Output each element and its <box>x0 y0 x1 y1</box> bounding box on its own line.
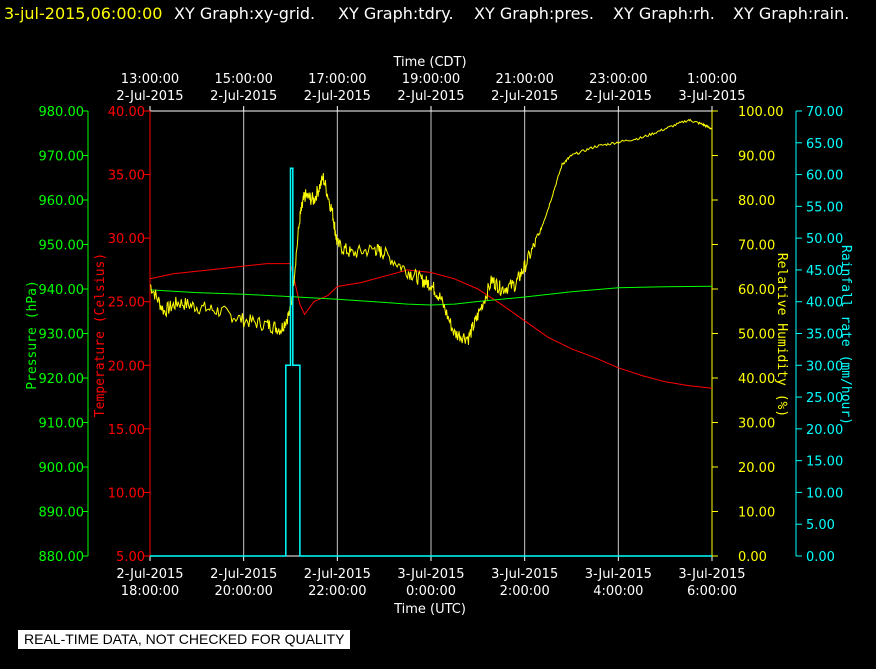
bottom-tick-label-time: 6:00:00 <box>687 584 737 599</box>
bottom-tick-label-date: 3-Jul-2015 <box>585 567 652 582</box>
rain-tick-label: 0.00 <box>806 550 835 565</box>
rain-tick-label: 35.00 <box>806 328 843 343</box>
bottom-tick-label-time: 18:00:00 <box>121 584 179 599</box>
top-tick-label-time: 17:00:00 <box>308 72 366 87</box>
rain-tick-label: 5.00 <box>806 518 835 533</box>
top-tick-label-time: 15:00:00 <box>214 72 272 87</box>
bottom-tick-label-date: 3-Jul-2015 <box>397 567 464 582</box>
rain-tick-label: 60.00 <box>806 169 843 184</box>
top-tick-label-date: 2-Jul-2015 <box>304 89 371 104</box>
temperature-tick-label: 5.00 <box>116 550 145 565</box>
header-graph-label-rain: XY Graph:rain. <box>733 4 849 23</box>
pressure-tick-label: 880.00 <box>39 550 85 565</box>
rain-tick-label: 55.00 <box>806 200 843 215</box>
humidity-tick-label: 10.00 <box>738 506 775 521</box>
rain-tick-label: 25.00 <box>806 391 843 406</box>
temperature-series-line <box>149 263 713 389</box>
pressure-tick-label: 930.00 <box>39 328 85 343</box>
bottom-tick-label-time: 22:00:00 <box>308 584 366 599</box>
header-graph-label-tdry: XY Graph:tdry. <box>338 4 454 23</box>
top-tick-label-date: 2-Jul-2015 <box>491 89 558 104</box>
top-tick-label-time: 1:00:00 <box>687 72 737 87</box>
top-tick-label-date: 2-Jul-2015 <box>116 89 183 104</box>
rain-tick-label: 50.00 <box>806 232 843 247</box>
bottom-tick-label-date: 2-Jul-2015 <box>116 567 183 582</box>
top-tick-label-date: 2-Jul-2015 <box>210 89 277 104</box>
pressure-tick-label: 940.00 <box>39 283 85 298</box>
humidity-tick-label: 40.00 <box>738 372 775 387</box>
rain-tick-label: 70.00 <box>806 105 843 120</box>
humidity-tick-label: 20.00 <box>738 461 775 476</box>
grid-layer <box>243 111 619 556</box>
rain-tick-label: 30.00 <box>806 359 843 374</box>
top-tick-label-date: 2-Jul-2015 <box>397 89 464 104</box>
top-tick-label-time: 21:00:00 <box>495 72 553 87</box>
bottom-tick-label-time: 2:00:00 <box>500 584 550 599</box>
bottom-tick-label-date: 2-Jul-2015 <box>210 567 277 582</box>
rain-tick-label: 40.00 <box>806 296 843 311</box>
quality-warning-banner: REAL-TIME DATA, NOT CHECKED FOR QUALITY <box>18 630 351 649</box>
pressure-tick-label: 980.00 <box>39 105 85 120</box>
temperature-tick-label: 20.00 <box>108 359 145 374</box>
rain-axis-title: Rainfall rate (mm/hour) <box>838 245 853 425</box>
rain-tick-label: 20.00 <box>806 423 843 438</box>
axes-layer: 2-Jul-2015 18:00:00 13:00:00 2-Jul-2015 2-Ju… <box>39 72 844 599</box>
header-graph-label-rh: XY Graph:rh. <box>613 4 715 23</box>
humidity-tick-label: 50.00 <box>738 328 775 343</box>
pressure-tick-label: 890.00 <box>39 506 85 521</box>
header-graph-label-pres: XY Graph:pres. <box>474 4 594 23</box>
rain-tick-label: 15.00 <box>806 455 843 470</box>
rain-series-line <box>150 167 712 557</box>
bottom-tick-label-time: 0:00:00 <box>406 584 456 599</box>
humidity-tick-label: 90.00 <box>738 150 775 165</box>
pressure-tick-label: 920.00 <box>39 372 85 387</box>
header-graph-label-grid: XY Graph:xy-grid. <box>174 4 315 23</box>
pressure-tick-label: 910.00 <box>39 417 85 432</box>
humidity-tick-label: 70.00 <box>738 239 775 254</box>
humidity-tick-label: 0.00 <box>738 550 767 565</box>
pressure-tick-label: 950.00 <box>39 239 85 254</box>
bottom-axis-title: Time (UTC) <box>393 602 466 617</box>
pressure-tick-label: 900.00 <box>39 461 85 476</box>
temperature-tick-label: 10.00 <box>108 486 145 501</box>
top-tick-label-time: 23:00:00 <box>589 72 647 87</box>
temperature-tick-label: 15.00 <box>108 423 145 438</box>
rain-tick-label: 10.00 <box>806 486 843 501</box>
bottom-tick-label-date: 2-Jul-2015 <box>304 567 371 582</box>
bottom-tick-label-date: 3-Jul-2015 <box>491 567 558 582</box>
humidity-series-line <box>149 118 712 345</box>
top-tick-label-time: 19:00:00 <box>402 72 460 87</box>
top-tick-label-date: 2-Jul-2015 <box>585 89 652 104</box>
header-timestamp: 3-jul-2015,06:00:00 <box>4 4 162 23</box>
top-tick-label-time: 13:00:00 <box>121 72 179 87</box>
temperature-axis-title: Temperature (Celsius) <box>93 253 108 417</box>
temperature-tick-label: 40.00 <box>108 105 145 120</box>
humidity-tick-label: 80.00 <box>738 194 775 209</box>
bottom-tick-label-time: 4:00:00 <box>593 584 643 599</box>
series-layer <box>149 118 713 557</box>
humidity-tick-label: 30.00 <box>738 417 775 432</box>
temperature-tick-label: 35.00 <box>108 169 145 184</box>
pressure-axis-title: Pressure (hPa) <box>25 280 40 390</box>
rain-tick-label: 65.00 <box>806 137 843 152</box>
humidity-tick-label: 60.00 <box>738 283 775 298</box>
temperature-tick-label: 30.00 <box>108 232 145 247</box>
top-axis-title: Time (CDT) <box>392 55 466 70</box>
bottom-tick-label-date: 3-Jul-2015 <box>678 567 745 582</box>
top-tick-label-date: 3-Jul-2015 <box>678 89 745 104</box>
bottom-tick-label-time: 20:00:00 <box>214 584 272 599</box>
humidity-axis-title: Relative Humidity (%) <box>774 253 789 417</box>
humidity-tick-label: 100.00 <box>738 105 784 120</box>
rain-tick-label: 45.00 <box>806 264 843 279</box>
pressure-series-line <box>149 285 713 306</box>
temperature-tick-label: 25.00 <box>108 296 145 311</box>
pressure-tick-label: 960.00 <box>39 194 85 209</box>
pressure-tick-label: 970.00 <box>39 150 85 165</box>
